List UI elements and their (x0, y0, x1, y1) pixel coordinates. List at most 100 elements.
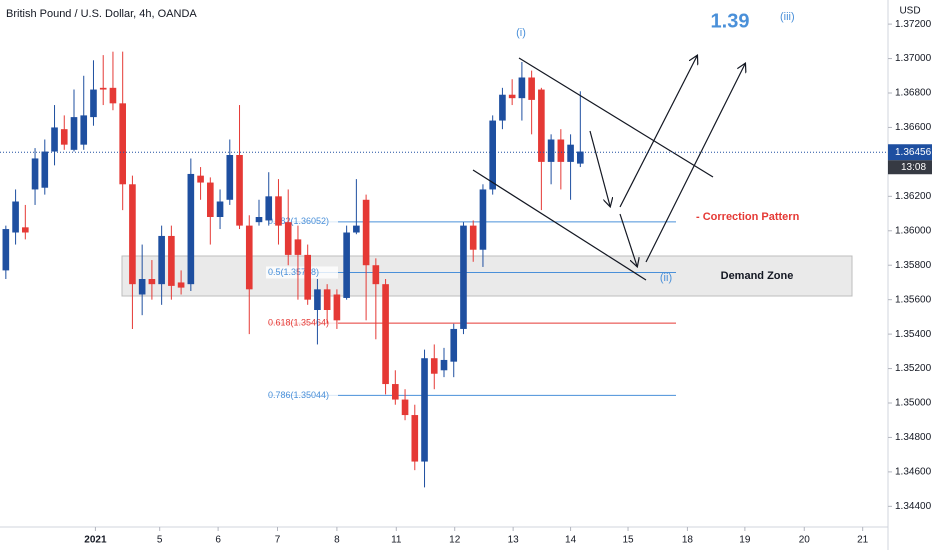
candle-body (421, 358, 428, 462)
axis-label: USD (899, 6, 920, 17)
arrow (589, 130, 610, 206)
fib-label: 0.382(1.36052) (268, 216, 329, 226)
candle-body (294, 239, 302, 255)
candle-body (284, 222, 292, 255)
fib-label: 0.786(1.35044) (268, 390, 329, 400)
candle-body (275, 196, 282, 226)
candle-body (518, 77, 526, 99)
x-tick-label: 13 (508, 535, 520, 546)
candle-body (528, 77, 535, 100)
candle-body (469, 225, 477, 250)
candle-body (41, 151, 49, 188)
candle-body (129, 184, 136, 285)
fib-label: 0.5(1.35758) (268, 267, 319, 277)
candle-body (236, 155, 243, 226)
target-label: 1.39 (711, 10, 750, 32)
candle-body (411, 415, 419, 462)
wedge-lower (472, 169, 647, 281)
candle-body (255, 217, 263, 223)
candle-body (197, 175, 204, 183)
candle-body (577, 151, 584, 164)
axes: 1.37200 1.37000 1.36800 1.36600 1.36200 1.360… (0, 19, 932, 546)
candle-body (216, 201, 224, 217)
candle-body (187, 173, 195, 285)
y-tick-label: 1.35400 (895, 329, 932, 340)
y-tick-label: 1.35200 (895, 363, 932, 374)
candle-body (70, 117, 78, 150)
y-tick-label: 1.34600 (895, 467, 932, 478)
candle-body (12, 201, 19, 233)
last-price-box (888, 144, 932, 161)
candle-body (2, 229, 10, 271)
wedge-upper (518, 57, 714, 178)
y-tick-label: 1.36600 (895, 122, 932, 133)
candle-body (168, 235, 175, 286)
arrow (645, 64, 745, 263)
y-tick-label: 1.35600 (895, 294, 932, 305)
candle-body (430, 358, 438, 374)
candle-body (177, 282, 185, 288)
candle-body (460, 225, 467, 329)
x-tick-label: 14 (565, 535, 577, 546)
candle-body (207, 182, 214, 217)
candle-body (148, 279, 156, 285)
candle-body (382, 284, 389, 385)
y-tick-label: 1.37200 (895, 19, 932, 30)
fib-layer: 0.382(1.36052) 0.5(1.35758) 0.618(1.35464)… (266, 215, 676, 402)
candle-body (538, 89, 545, 162)
candle-body (440, 359, 448, 371)
x-tick-label: 11 (391, 535, 402, 546)
wave-label: (iii) (780, 11, 795, 23)
fib-label-bg (266, 215, 338, 228)
candle-body (158, 235, 165, 285)
candle-body (508, 94, 516, 99)
candle-body (489, 120, 496, 190)
candle-body (265, 196, 273, 221)
x-tick-label: 15 (622, 535, 634, 546)
x-tick-label: 7 (275, 535, 281, 546)
candle-body (22, 227, 29, 233)
x-tick-label: 19 (739, 535, 751, 546)
x-tick-label: 2021 (84, 535, 107, 546)
candle-body (99, 87, 107, 90)
fib-label-bg (266, 266, 338, 279)
drawings (472, 56, 745, 281)
timer-label: 13:08 (901, 162, 926, 173)
timer-box (888, 160, 932, 175)
wave-label: (ii) (660, 272, 672, 284)
candles (2, 51, 584, 488)
pattern-label: - Correction Pattern (696, 211, 800, 223)
candle-body (362, 199, 370, 266)
candle-body (401, 399, 409, 416)
candle-body (392, 384, 399, 400)
zone-label: Demand Zone (721, 270, 794, 282)
candle-body (479, 189, 487, 250)
candle-body (323, 289, 331, 310)
candle-body (51, 127, 58, 152)
candle-body (80, 115, 88, 145)
arrow (619, 56, 697, 208)
candle-body (314, 289, 321, 310)
candle-body (90, 89, 97, 118)
y-tick-label: 1.34800 (895, 432, 932, 443)
candle-body (547, 139, 555, 162)
fib-label: 0.618(1.35464) (268, 317, 329, 327)
candle-body (109, 87, 117, 104)
last-price-label: 1.36456 (895, 147, 932, 158)
x-tick-label: 21 (857, 535, 869, 546)
y-tick-label: 1.35000 (895, 398, 932, 409)
fib-label-bg (266, 317, 338, 330)
demand-zone-layer (121, 255, 853, 297)
candle-body (333, 294, 341, 321)
candle-body (372, 265, 380, 285)
y-tick-label: 1.36200 (895, 191, 932, 202)
candle-body (245, 225, 253, 290)
candle-body (557, 139, 565, 162)
y-tick-label: 1.36000 (895, 225, 932, 236)
candle-body (60, 129, 68, 145)
x-tick-label: 12 (449, 535, 461, 546)
x-tick-label: 8 (334, 535, 340, 546)
x-tick-label: 18 (682, 535, 694, 546)
x-tick-label: 6 (215, 535, 221, 546)
